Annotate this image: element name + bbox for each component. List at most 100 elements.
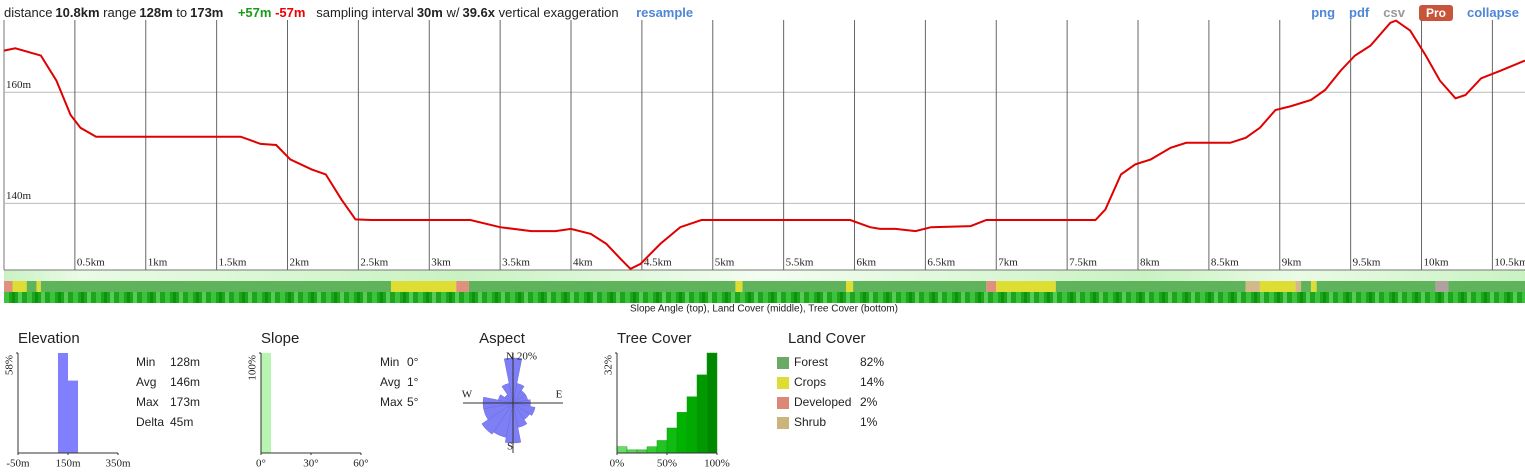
stat-value: 146m — [170, 375, 200, 389]
stat-label: Min — [136, 355, 155, 369]
land-cover-segment — [846, 281, 854, 292]
histogram-bar — [616, 446, 628, 454]
x-tick-label: 150m — [55, 458, 81, 470]
land-cover-segment — [468, 281, 736, 292]
legend-swatch — [777, 377, 789, 389]
stat-value: 173m — [170, 395, 200, 409]
collapse-link[interactable]: collapse — [1466, 5, 1519, 20]
pdf-link[interactable]: pdf — [1349, 5, 1370, 20]
x-tick-label: 7.5km — [1069, 257, 1097, 269]
panel-title: Slope — [261, 330, 299, 347]
label: sampling interval — [316, 5, 414, 20]
x-tick-label: 10.5km — [1494, 257, 1525, 269]
legend-label: Forest — [794, 355, 829, 369]
x-tick-label: 10km — [1424, 257, 1450, 269]
land-cover-segment — [1245, 281, 1260, 292]
legend-value: 1% — [860, 415, 878, 429]
value: 173m — [190, 5, 224, 20]
gain: +57m — [237, 5, 272, 20]
x-tick-label: 5.5km — [786, 257, 814, 269]
legend-swatch — [777, 357, 789, 369]
x-tick-label: 0° — [256, 458, 266, 470]
direction-label: W — [462, 389, 473, 401]
histogram-bar — [666, 427, 678, 454]
legend-label: Crops — [794, 375, 826, 389]
pro-badge[interactable]: Pro — [1418, 5, 1453, 21]
x-tick-label: 100% — [704, 458, 730, 470]
stat-value: 0° — [407, 355, 419, 369]
land-cover-segment — [1301, 281, 1311, 292]
stat-label: Delta — [136, 415, 164, 429]
x-tick-label: 7km — [998, 257, 1018, 269]
x-tick-label: 1.5km — [219, 257, 247, 269]
y-tick-label: 140m — [6, 190, 32, 202]
aspect-petal — [512, 383, 525, 404]
csv-link[interactable]: csv — [1383, 5, 1405, 20]
y-tick-label: 32% — [603, 355, 615, 375]
panel-title: Tree Cover — [617, 330, 691, 347]
aspect-petal — [497, 394, 514, 404]
value: 30m — [416, 5, 443, 20]
x-tick-label: 4.5km — [644, 257, 672, 269]
histogram-bar — [656, 440, 668, 454]
elevation-line — [3, 19, 1525, 271]
histogram-bar — [676, 412, 688, 454]
land-cover-segment — [986, 281, 997, 292]
land-cover-segment — [1316, 281, 1436, 292]
actions: png pdf csv Pro collapse — [1297, 5, 1519, 21]
land-cover-segment — [735, 281, 743, 292]
stat-label: Min — [380, 355, 399, 369]
r-tick-label: 20% — [517, 351, 537, 363]
stat-label: Max — [136, 395, 159, 409]
y-tick-label: 58% — [4, 355, 16, 375]
x-tick-label: 350m — [105, 458, 131, 470]
label: distance — [4, 5, 53, 20]
x-tick-label: 2km — [290, 257, 310, 269]
direction-label: S — [507, 441, 513, 453]
aspect-petal — [501, 383, 514, 404]
land-cover-segment — [742, 281, 847, 292]
land-cover-segment — [1448, 281, 1525, 292]
x-tick-label: 1km — [148, 257, 168, 269]
legend-swatch — [777, 397, 789, 409]
aspect-petal — [481, 402, 514, 435]
x-tick-label: 0.5km — [77, 257, 105, 269]
label: to — [176, 5, 188, 20]
x-tick-label: 8km — [1140, 257, 1160, 269]
x-tick-label: 2.5km — [360, 257, 388, 269]
x-tick-label: 30° — [303, 458, 318, 470]
land-cover-segment — [456, 281, 469, 292]
stat-value: 128m — [170, 355, 200, 369]
x-tick-label: 0% — [610, 458, 625, 470]
label: w/ — [446, 5, 460, 20]
x-tick-label: 6.5km — [927, 257, 955, 269]
aspect-petal — [512, 402, 536, 416]
x-tick-label: 6km — [857, 257, 877, 269]
panel-title: Aspect — [479, 330, 526, 347]
png-link[interactable]: png — [1311, 5, 1336, 20]
stat-label: Max — [380, 395, 403, 409]
value: 39.6x — [462, 5, 496, 20]
histogram-bar — [686, 396, 698, 454]
panel-title: Elevation — [18, 330, 80, 347]
stat-value: 1° — [407, 375, 419, 389]
land-cover-segment — [853, 281, 987, 292]
land-cover-segment — [996, 281, 1056, 292]
stat-value: 5° — [407, 395, 419, 409]
x-tick-label: -50m — [6, 458, 30, 470]
histogram-bar — [261, 353, 271, 453]
land-cover-segment — [390, 281, 457, 292]
land-cover-segment — [40, 281, 391, 292]
x-tick-label: 3.5km — [502, 257, 530, 269]
x-tick-label: 3km — [431, 257, 451, 269]
direction-label: N — [506, 351, 514, 363]
legend-label: Shrub — [794, 415, 826, 429]
land-cover-segment — [26, 281, 37, 292]
histogram-bar — [68, 380, 78, 453]
resample-link[interactable]: resample — [636, 5, 694, 20]
land-cover-segment — [1310, 281, 1317, 292]
summary-bar: distance 10.8km range 128m to 173m +57m -57… — [4, 5, 693, 20]
land-cover-segment — [12, 281, 27, 292]
histogram-bar — [696, 374, 708, 454]
